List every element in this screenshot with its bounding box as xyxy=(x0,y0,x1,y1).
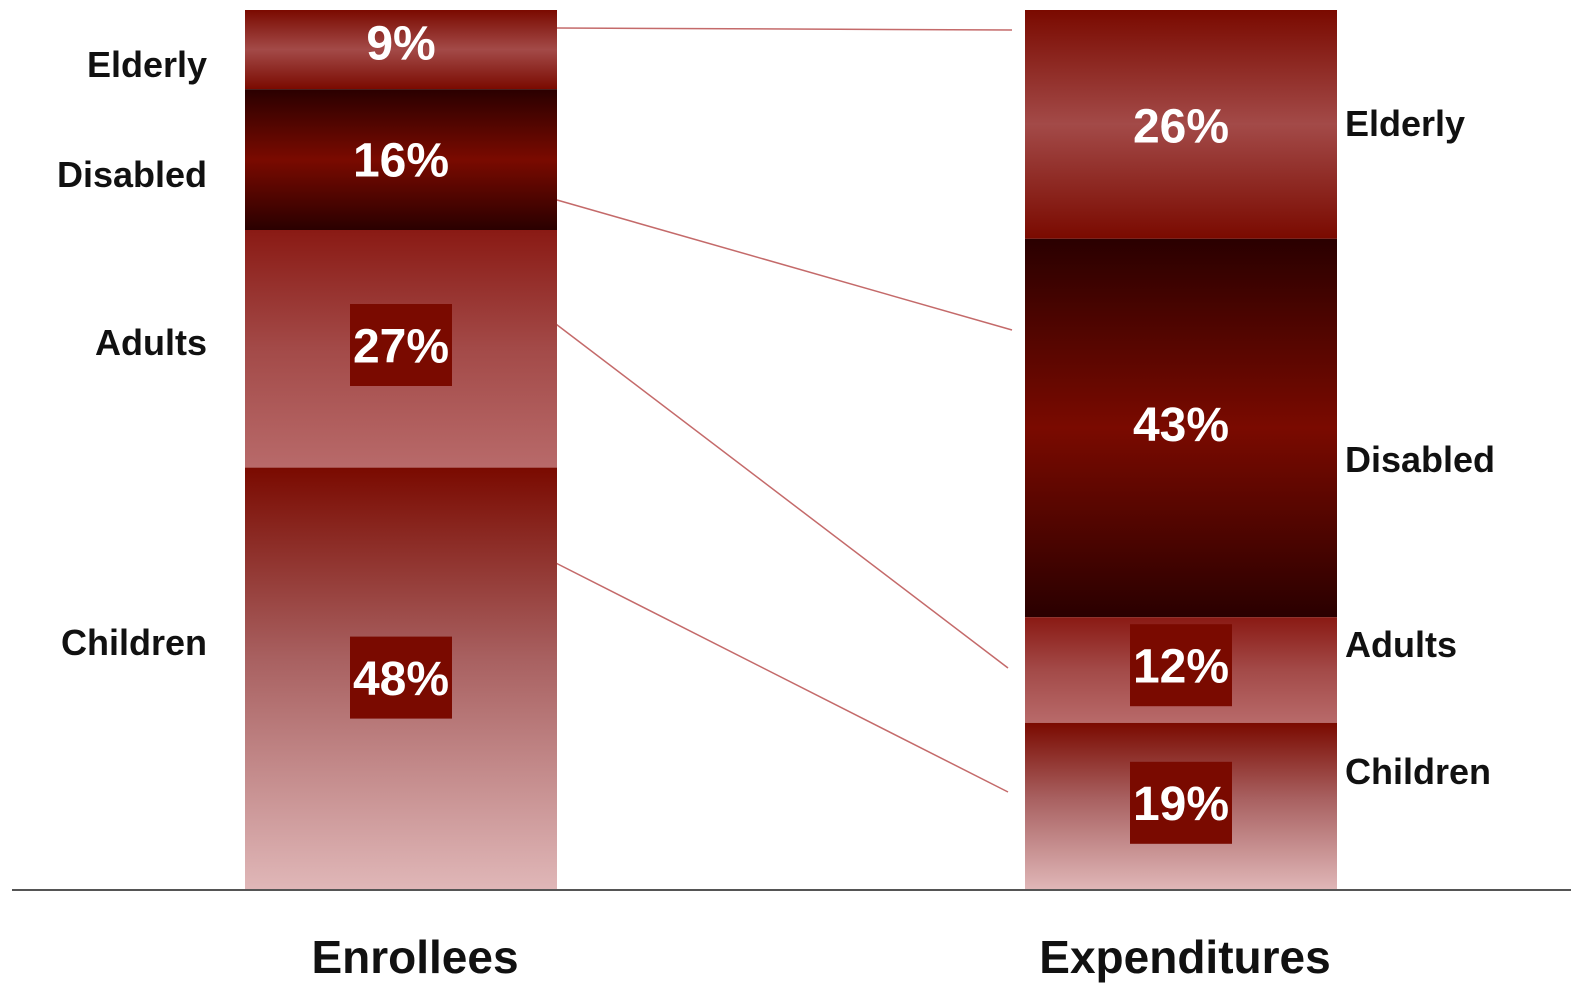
value-box-expenditures-adults xyxy=(1130,624,1232,707)
connector-adults xyxy=(547,317,1009,669)
segment-category-labels: Elderly Elderly Disabled Disabled Adults Adul… xyxy=(57,44,1495,792)
value-label-expenditures-disabled: 43% xyxy=(1133,399,1229,452)
bar-enrollees-elderly xyxy=(245,10,557,90)
bar-expenditures-disabled xyxy=(1025,238,1337,618)
value-box-expenditures-children xyxy=(1130,761,1232,844)
right-category-label-disabled: Disabled xyxy=(1345,439,1495,480)
left-category-label-children: Children xyxy=(61,622,207,663)
bars: 9% 16% 27% 48% 26% 43% 12% 19% xyxy=(245,10,1337,890)
right-category-label-adults: Adults xyxy=(1345,624,1457,665)
value-label-enrollees-children: 48% xyxy=(353,653,449,706)
value-label-enrollees-adults: 27% xyxy=(353,320,449,373)
bar-expenditures-elderly xyxy=(1025,10,1337,239)
value-box-enrollees-children xyxy=(350,636,452,719)
x-axis-label-enrollees: Enrollees xyxy=(311,931,518,983)
value-label-expenditures-adults: 12% xyxy=(1133,640,1229,693)
value-box-enrollees-adults xyxy=(350,304,452,386)
connector-children xyxy=(539,554,1009,793)
right-category-label-children: Children xyxy=(1345,751,1491,792)
value-label-expenditures-elderly: 26% xyxy=(1133,100,1229,153)
connector-lines xyxy=(539,27,1013,793)
connector-elderly xyxy=(556,27,1013,31)
connector-disabled xyxy=(556,199,1013,331)
value-label-enrollees-disabled: 16% xyxy=(353,134,449,187)
value-label-expenditures-children: 19% xyxy=(1133,778,1229,831)
left-category-label-adults: Adults xyxy=(95,322,207,363)
right-category-label-elderly: Elderly xyxy=(1345,103,1465,144)
bar-enrollees-disabled xyxy=(245,89,557,230)
value-label-enrollees-elderly: 9% xyxy=(366,17,435,70)
left-category-label-elderly: Elderly xyxy=(87,44,207,85)
x-axis-label-expenditures: Expenditures xyxy=(1039,931,1330,983)
x-axis-labels: Enrollees Expenditures xyxy=(311,931,1330,983)
left-category-label-disabled: Disabled xyxy=(57,154,207,195)
